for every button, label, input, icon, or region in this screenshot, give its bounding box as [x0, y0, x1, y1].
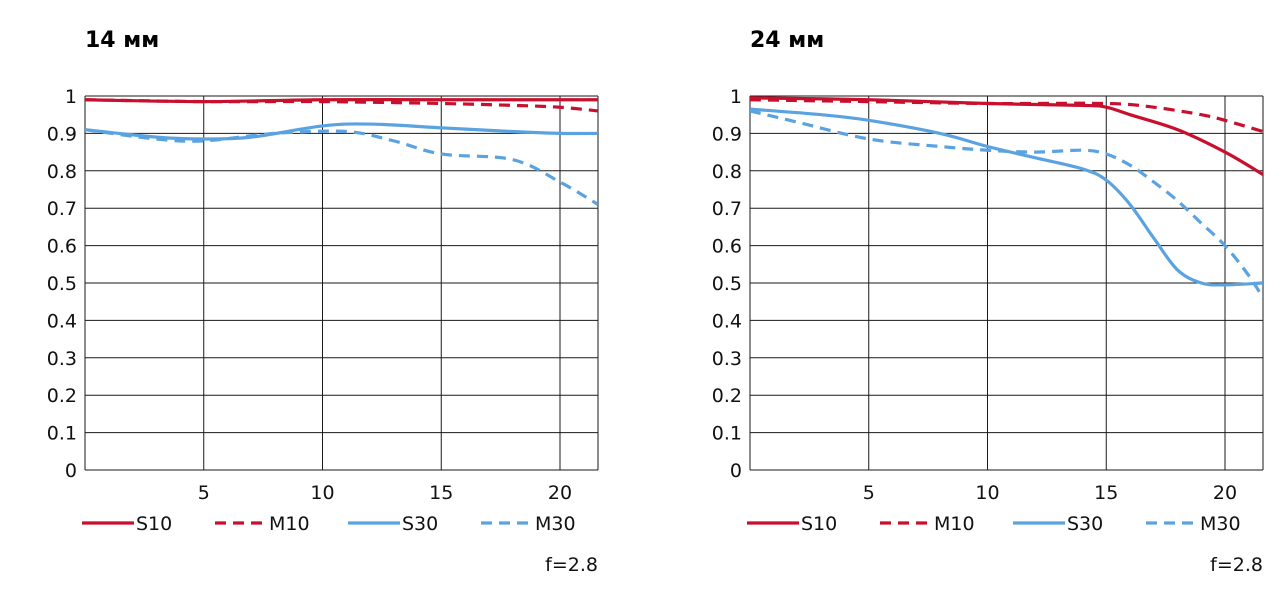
x-tick-label: 10 — [310, 482, 334, 504]
y-tick-label: 0.7 — [47, 198, 77, 220]
legend-label-m10: M10 — [269, 513, 310, 535]
chart-panel-14mm: 14 мм 0 0.1 0.2 0.3 0.4 0.5 0.6 0.7 0.8 0.9 1 5 10 15… — [0, 0, 600, 600]
series-line-s30 — [750, 107, 1263, 287]
series-line-s30 — [85, 122, 598, 141]
y-tick-label: 0.5 — [47, 273, 77, 295]
x-tick-label: 5 — [863, 482, 875, 504]
legend-label-m30: M30 — [535, 513, 576, 535]
y-tick-label: 0.6 — [47, 236, 77, 258]
x-tick-label: 15 — [1094, 482, 1118, 504]
chart-title: 14 мм — [85, 28, 160, 53]
y-tick-label: 0.7 — [712, 198, 742, 220]
series-line-m30 — [85, 128, 598, 206]
chart-panel-24mm: 24 мм 0 0.1 0.2 0.3 0.4 0.5 0.6 0.7 0.8 0.9 1 5 10 15… — [665, 0, 1265, 600]
y-tick-label: 0.9 — [47, 123, 77, 145]
aperture-note: f=2.8 — [1210, 554, 1263, 576]
legend-label-s10: S10 — [801, 513, 837, 535]
x-tick-label: 20 — [1213, 482, 1237, 504]
series-line-m30 — [750, 109, 1263, 299]
y-tick-label: 0.1 — [712, 423, 742, 445]
y-tick-label: 0 — [65, 460, 77, 482]
y-tick-label: 0.4 — [47, 310, 77, 332]
y-tick-label: 0.3 — [47, 348, 77, 370]
chart-title: 24 мм — [750, 28, 825, 53]
legend-label-s10: S10 — [136, 513, 172, 535]
y-tick-label: 1 — [65, 86, 77, 108]
y-tick-label: 0.3 — [712, 348, 742, 370]
legend-label-m10: M10 — [934, 513, 975, 535]
y-tick-label: 1 — [730, 86, 742, 108]
x-tick-label: 15 — [429, 482, 453, 504]
y-tick-label: 0.5 — [712, 273, 742, 295]
legend-label-s30: S30 — [402, 513, 438, 535]
y-tick-label: 0.8 — [712, 161, 742, 183]
y-tick-label: 0.2 — [712, 385, 742, 407]
y-tick-label: 0.6 — [712, 236, 742, 258]
y-tick-label: 0 — [730, 460, 742, 482]
y-tick-label: 0.1 — [47, 423, 77, 445]
series-line-s10 — [750, 96, 1263, 176]
aperture-note: f=2.8 — [545, 554, 598, 576]
y-tick-label: 0.8 — [47, 161, 77, 183]
y-tick-label: 0.9 — [712, 123, 742, 145]
y-tick-label: 0.4 — [712, 310, 742, 332]
series-line-m10 — [85, 98, 598, 113]
legend-label-s30: S30 — [1067, 513, 1103, 535]
x-tick-label: 5 — [198, 482, 210, 504]
series-line-m10 — [750, 98, 1263, 134]
y-tick-label: 0.2 — [47, 385, 77, 407]
legend-label-m30: M30 — [1200, 513, 1241, 535]
x-tick-label: 20 — [548, 482, 572, 504]
x-tick-label: 10 — [975, 482, 999, 504]
